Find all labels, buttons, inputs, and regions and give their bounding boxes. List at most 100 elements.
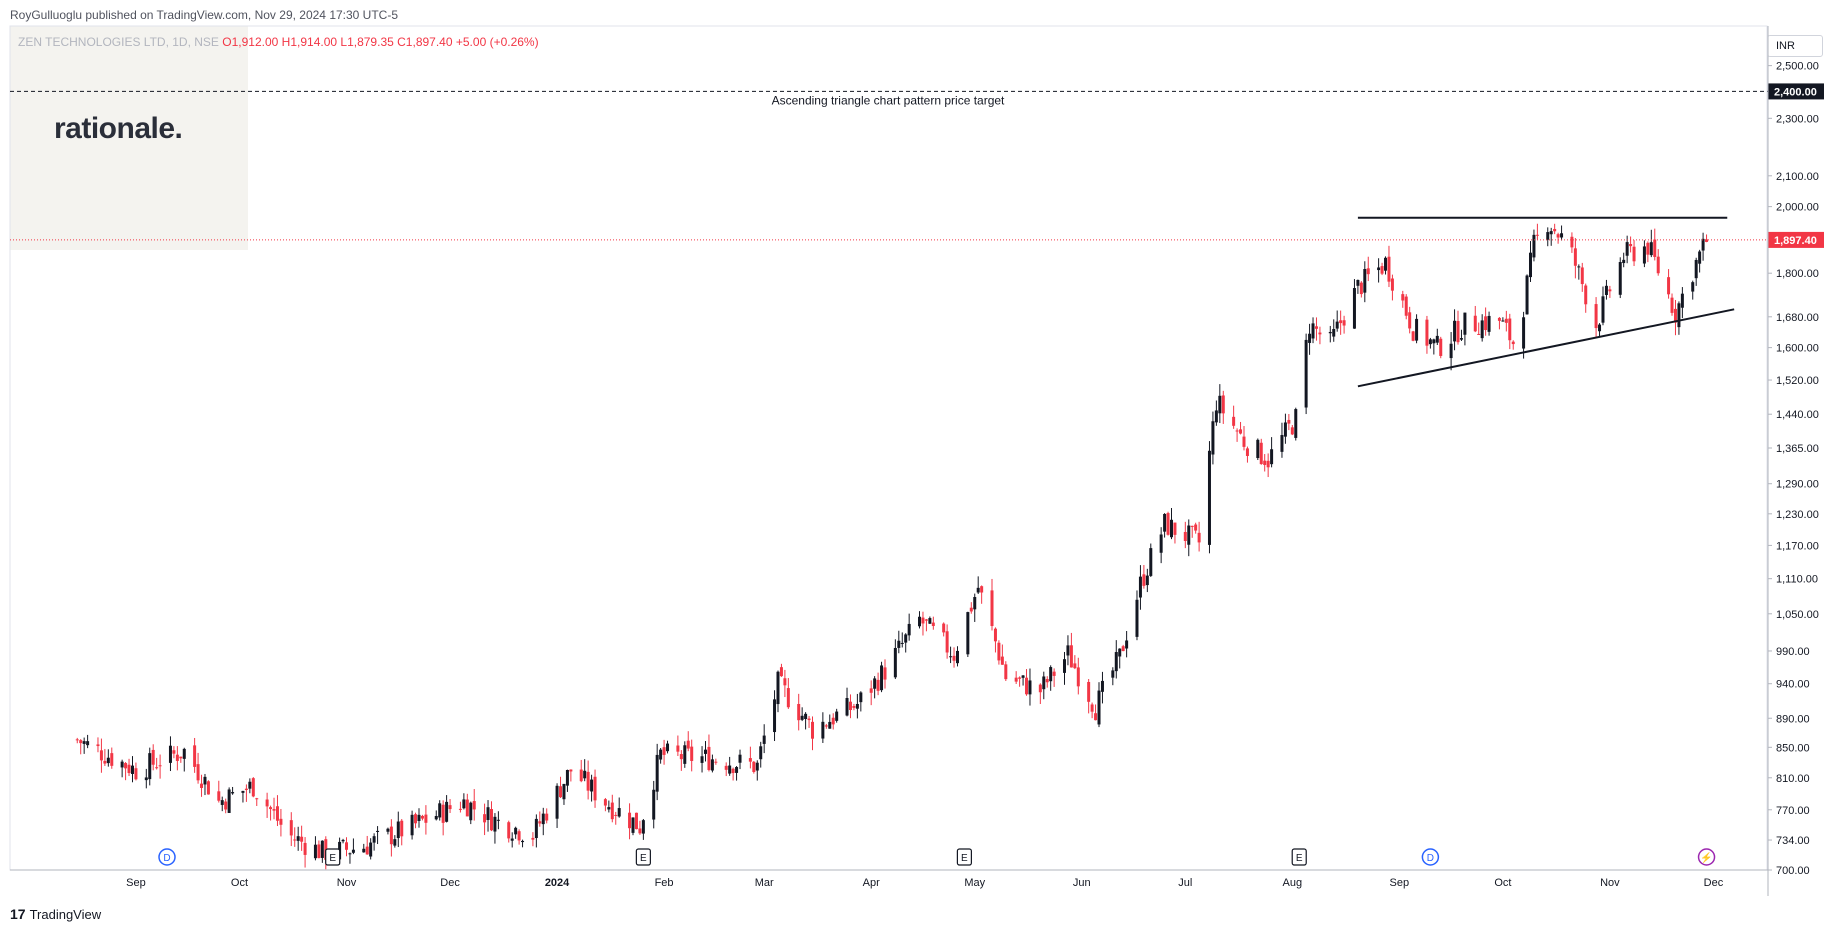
- candle-body: [800, 715, 804, 720]
- candle-body: [275, 806, 279, 821]
- candle-body: [1028, 680, 1032, 695]
- earnings-label: E: [329, 853, 336, 864]
- candle-body: [1532, 234, 1536, 258]
- candle-body: [738, 754, 742, 763]
- candle-body: [341, 839, 345, 842]
- symbol-name[interactable]: ZEN TECHNOLOGIES LTD, 1D, NSE: [18, 35, 219, 49]
- candle-body: [583, 770, 587, 779]
- candle-body: [786, 688, 790, 708]
- candle-body: [1138, 576, 1142, 598]
- candle-body: [773, 699, 777, 733]
- candle-body: [1125, 640, 1129, 649]
- candle-body: [507, 822, 511, 839]
- candle-body: [1259, 442, 1263, 465]
- candle-body: [1076, 667, 1080, 687]
- candle-body: [1045, 679, 1049, 683]
- candle-body: [445, 801, 449, 822]
- candle-body: [1339, 320, 1343, 324]
- candle-body: [1052, 671, 1056, 676]
- candle-body: [710, 759, 714, 771]
- y-tick-label: 2,000.00: [1776, 202, 1819, 214]
- y-tick-label: 1,170.00: [1776, 540, 1819, 552]
- candle-body: [1197, 532, 1201, 543]
- dividend-marker[interactable]: D: [1421, 848, 1440, 866]
- candle-body: [883, 667, 887, 680]
- candle-body: [265, 799, 269, 807]
- earnings-marker[interactable]: E: [635, 848, 651, 866]
- dividend-marker[interactable]: D: [158, 848, 176, 866]
- y-tick-label: 2,500.00: [1776, 61, 1819, 73]
- upcoming-event-icon[interactable]: ⚡: [1697, 848, 1716, 866]
- plot-frame: [9, 25, 1768, 871]
- candle-body: [1415, 318, 1419, 341]
- candle-body: [521, 840, 525, 843]
- earnings-marker[interactable]: E: [325, 848, 341, 866]
- candle-body: [797, 703, 801, 721]
- earnings-box: [956, 848, 972, 866]
- candle-body: [1380, 266, 1384, 274]
- candle-body: [396, 821, 400, 839]
- candle-body: [1042, 676, 1046, 690]
- candle-body: [845, 698, 849, 716]
- candle-body: [1549, 231, 1553, 235]
- candle-body: [835, 711, 839, 721]
- candle-body: [517, 831, 521, 841]
- candle-body: [724, 765, 728, 770]
- candle-body: [1211, 421, 1215, 455]
- earnings-marker[interactable]: E: [1291, 848, 1307, 866]
- candle-body: [1535, 234, 1539, 236]
- candle-body: [952, 655, 956, 661]
- candle-body: [562, 783, 566, 800]
- candle-body: [1194, 524, 1198, 531]
- candle-body: [217, 791, 221, 801]
- candle-body: [852, 706, 856, 708]
- candle-body: [227, 789, 231, 813]
- footer-brand[interactable]: 17 TradingView: [10, 906, 101, 922]
- earnings-marker[interactable]: E: [956, 848, 972, 866]
- candle-body: [1135, 599, 1139, 637]
- candle-body: [514, 827, 518, 835]
- candle-body: [193, 745, 197, 767]
- candle-body: [631, 817, 635, 833]
- event-label: ⚡: [1700, 851, 1712, 864]
- candle-body: [96, 744, 100, 747]
- target-annotation: Ascending triangle chart pattern price t…: [772, 93, 1005, 107]
- candle-body: [969, 607, 973, 612]
- candle-body: [376, 830, 380, 832]
- candle-body: [175, 754, 179, 761]
- candle-body: [1328, 331, 1332, 334]
- candle-body: [1335, 321, 1339, 329]
- earnings-label: E: [961, 853, 968, 864]
- candle-body: [372, 836, 376, 843]
- candle-body: [1656, 256, 1660, 274]
- candle-body: [924, 619, 928, 621]
- candle-body: [859, 692, 863, 703]
- candle-body: [752, 761, 756, 772]
- high-value: H1,914.00: [281, 35, 338, 49]
- candle-body: [127, 764, 131, 774]
- candle-body: [931, 622, 935, 627]
- earnings-box: [325, 848, 341, 866]
- candle-body: [1384, 257, 1388, 271]
- candle-body: [438, 803, 442, 818]
- candle-body: [762, 735, 766, 744]
- open-value: O1,912.00: [222, 35, 279, 49]
- candle-body: [586, 771, 590, 791]
- candle-body: [1642, 246, 1646, 264]
- candle-body: [1366, 268, 1370, 275]
- candle-body: [1435, 335, 1439, 343]
- candle-body: [1318, 332, 1322, 335]
- candle-body: [1577, 266, 1581, 268]
- dividend-circle: [1421, 848, 1440, 866]
- candle-body: [1667, 277, 1671, 295]
- candle-body: [897, 640, 901, 648]
- candle-body: [1556, 234, 1560, 238]
- candle-body: [1653, 239, 1657, 257]
- candle-body: [707, 746, 711, 770]
- candle-body: [462, 799, 466, 809]
- axes: 2,500.00 2,300.00 2,100.00 2,000.00 1,800.00…: [10, 26, 1819, 896]
- candle-body: [1290, 427, 1294, 435]
- candle-body: [676, 745, 680, 752]
